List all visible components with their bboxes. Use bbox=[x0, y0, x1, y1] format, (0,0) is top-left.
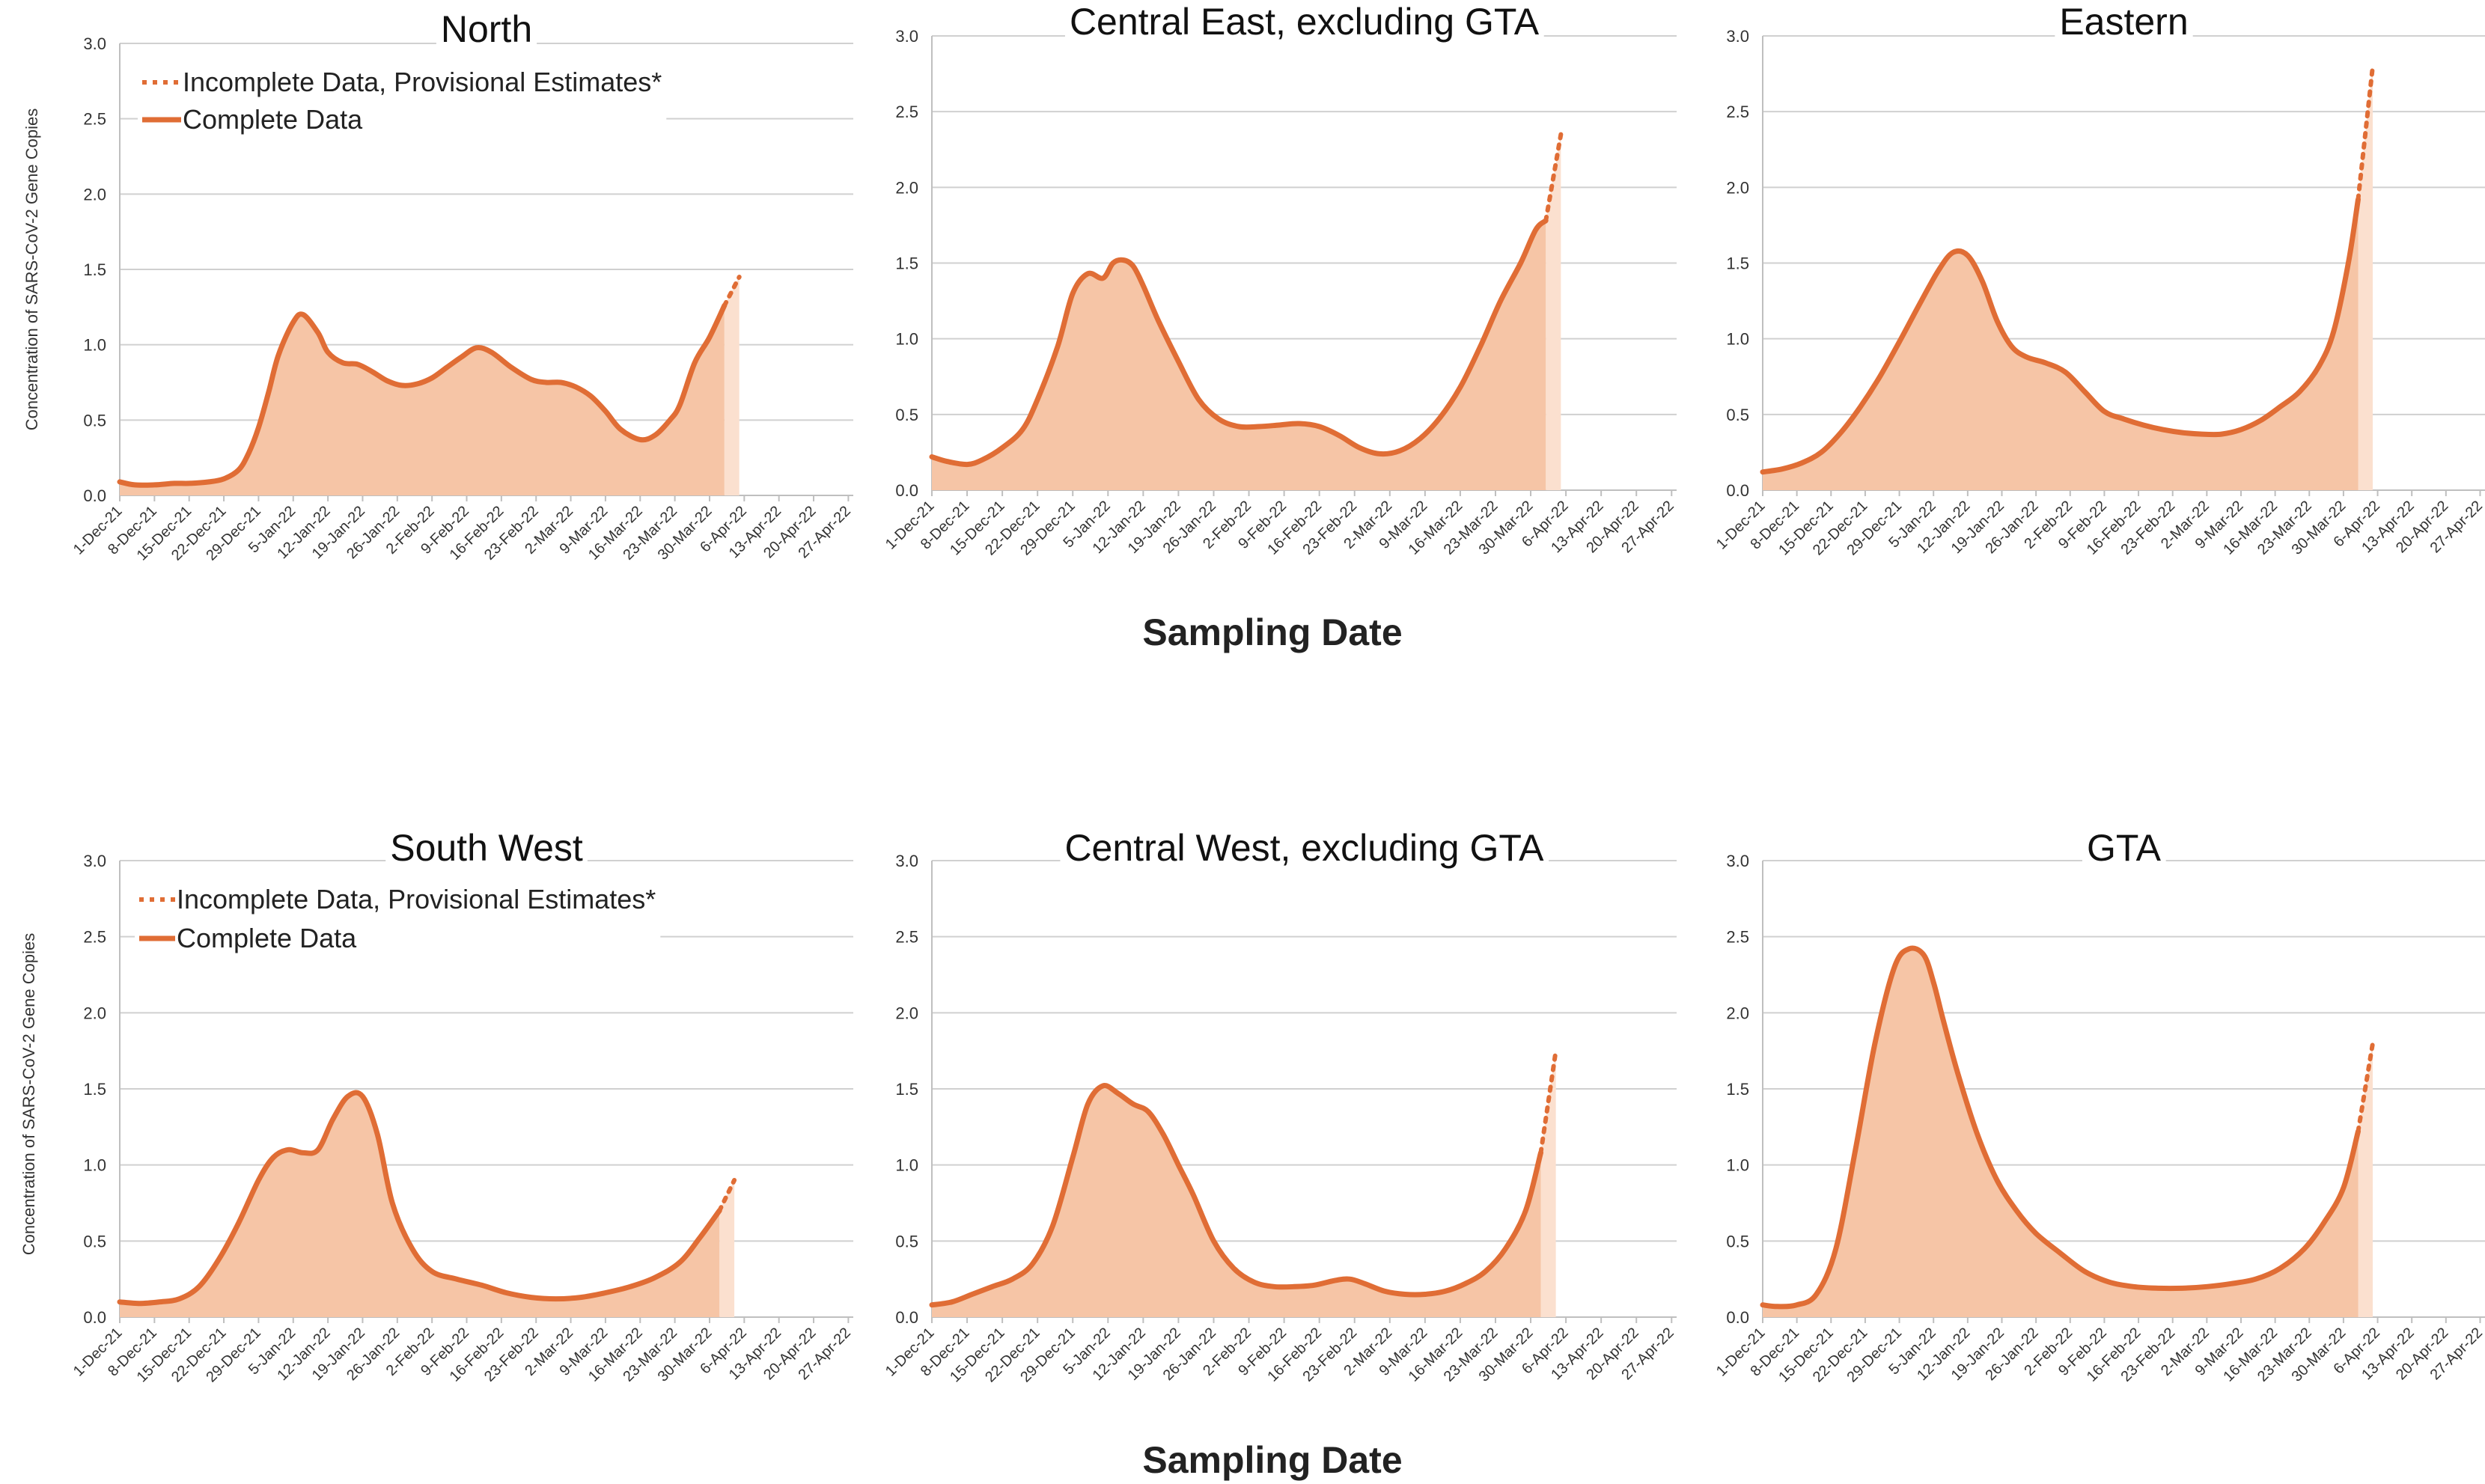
y-tick-label: 1.5 bbox=[83, 1080, 106, 1099]
complete-data-line bbox=[1760, 197, 2361, 475]
y-tick-label: 2.5 bbox=[83, 928, 106, 947]
provisional-data-line bbox=[2356, 64, 2376, 202]
complete-data-area bbox=[1763, 199, 2359, 490]
chart-title: North bbox=[441, 8, 532, 50]
legend-background bbox=[138, 64, 667, 138]
y-tick-label: 1.0 bbox=[895, 330, 918, 349]
provisional-area bbox=[724, 277, 740, 495]
y-tick-label: 0.0 bbox=[83, 486, 106, 505]
y-tick-label: 2.0 bbox=[83, 1004, 106, 1022]
y-tick-label: 3.0 bbox=[895, 27, 918, 46]
complete-data-area bbox=[932, 220, 1546, 490]
chart-panel: 0.00.51.01.52.02.53.01-Dec-218-Dec-2115-… bbox=[1713, 827, 2485, 1386]
y-tick-label: 0.5 bbox=[83, 1232, 106, 1251]
y-tick-label: 2.0 bbox=[1726, 178, 1749, 197]
chart-title: South West bbox=[390, 827, 583, 869]
complete-data-area bbox=[932, 1085, 1541, 1317]
chart-title-background bbox=[436, 10, 537, 49]
y-tick-label: 0.0 bbox=[895, 1308, 918, 1327]
y-tick-label: 0.0 bbox=[1726, 1308, 1749, 1327]
y-tick-label: 2.5 bbox=[1726, 103, 1749, 121]
y-tick-label: 2.5 bbox=[895, 928, 918, 947]
complete-data-line bbox=[929, 218, 1549, 468]
provisional-data-line bbox=[2356, 1041, 2376, 1134]
y-tick-label: 0.0 bbox=[1726, 481, 1749, 500]
legend-top: Incomplete Data, Provisional Estimates* … bbox=[138, 64, 667, 138]
chart-title-background bbox=[2055, 2, 2193, 41]
y-tick-label: 0.5 bbox=[895, 1232, 918, 1251]
chart-panel: 0.00.51.01.52.02.53.01-Dec-218-Dec-2115-… bbox=[882, 827, 1677, 1386]
y-tick-label: 1.5 bbox=[895, 1080, 918, 1099]
y-tick-label: 1.0 bbox=[83, 336, 106, 355]
y-tick-label: 2.5 bbox=[895, 103, 918, 121]
legend-bottom: Incomplete Data, Provisional Estimates* … bbox=[135, 881, 661, 956]
y-tick-label: 3.0 bbox=[83, 852, 106, 870]
legend-background bbox=[135, 881, 661, 956]
chart-title: Central East, excluding GTA bbox=[1070, 1, 1540, 43]
x-axis-title-top: Sampling Date bbox=[1142, 611, 1402, 653]
provisional-data-line bbox=[717, 1178, 737, 1213]
y-tick-label: 1.0 bbox=[1726, 1156, 1749, 1175]
y-tick-label: 2.0 bbox=[1726, 1004, 1749, 1022]
x-axis-title-bottom: Sampling Date bbox=[1142, 1439, 1402, 1481]
legend-incomplete-label: Incomplete Data, Provisional Estimates* bbox=[183, 67, 662, 97]
provisional-data-line bbox=[722, 275, 742, 308]
complete-data-line bbox=[929, 1083, 1543, 1308]
legend-incomplete-label: Incomplete Data, Provisional Estimates* bbox=[177, 884, 656, 914]
y-axis-title-top: Concentration of SARS-CoV-2 Gene Copies bbox=[22, 109, 41, 430]
complete-data-line bbox=[1760, 945, 2361, 1310]
y-tick-label: 2.5 bbox=[1726, 928, 1749, 947]
y-tick-label: 1.5 bbox=[895, 254, 918, 273]
y-tick-label: 0.5 bbox=[83, 411, 106, 430]
legend-complete-label: Complete Data bbox=[177, 923, 357, 953]
provisional-area bbox=[1546, 134, 1561, 490]
chart-title-background bbox=[385, 828, 588, 867]
chart-title-background bbox=[1060, 828, 1549, 867]
y-tick-label: 1.0 bbox=[83, 1156, 106, 1175]
complete-data-line bbox=[117, 1090, 722, 1307]
provisional-area bbox=[2358, 66, 2373, 490]
provisional-data-line bbox=[1543, 132, 1564, 223]
chart-title-background bbox=[2082, 828, 2166, 867]
complete-data-area bbox=[120, 305, 725, 495]
y-tick-label: 0.0 bbox=[83, 1308, 106, 1327]
y-tick-label: 0.5 bbox=[1726, 406, 1749, 424]
y-tick-label: 3.0 bbox=[895, 852, 918, 870]
legend-complete-label: Complete Data bbox=[183, 104, 363, 135]
y-tick-label: 0.5 bbox=[895, 406, 918, 424]
chart-title: Central West, excluding GTA bbox=[1064, 827, 1544, 869]
y-tick-label: 1.5 bbox=[1726, 254, 1749, 273]
provisional-data-line bbox=[1538, 1048, 1558, 1155]
y-tick-label: 1.5 bbox=[83, 260, 106, 279]
complete-data-line bbox=[117, 302, 728, 488]
chart-title: Eastern bbox=[2059, 1, 2188, 43]
chart-panel: 0.00.51.01.52.02.53.01-Dec-218-Dec-2115-… bbox=[882, 1, 1677, 559]
y-tick-label: 1.5 bbox=[1726, 1080, 1749, 1099]
complete-data-area bbox=[1763, 947, 2359, 1317]
provisional-area bbox=[1540, 1051, 1556, 1317]
chart-title: GTA bbox=[2087, 827, 2162, 869]
y-axis-title-bottom: Concentration of SARS-CoV-2 Gene Copies bbox=[19, 933, 38, 1255]
y-tick-label: 2.5 bbox=[83, 110, 106, 129]
y-tick-label: 0.0 bbox=[895, 481, 918, 500]
y-tick-label: 3.0 bbox=[1726, 27, 1749, 46]
y-tick-label: 3.0 bbox=[83, 34, 106, 53]
y-tick-label: 2.0 bbox=[895, 178, 918, 197]
y-tick-label: 1.0 bbox=[1726, 330, 1749, 349]
y-tick-label: 2.0 bbox=[895, 1004, 918, 1022]
complete-data-area bbox=[120, 1093, 720, 1317]
y-tick-label: 0.5 bbox=[1726, 1232, 1749, 1251]
y-tick-label: 3.0 bbox=[1726, 852, 1749, 870]
y-tick-label: 2.0 bbox=[83, 185, 106, 204]
y-tick-label: 1.0 bbox=[895, 1156, 918, 1175]
chart-panel: 0.00.51.01.52.02.53.01-Dec-218-Dec-2115-… bbox=[1713, 1, 2485, 559]
provisional-area bbox=[719, 1180, 735, 1317]
chart-panels: 0.00.51.01.52.02.53.01-Dec-218-Dec-2115-… bbox=[70, 1, 2485, 1386]
chart-title-background bbox=[1064, 2, 1544, 41]
